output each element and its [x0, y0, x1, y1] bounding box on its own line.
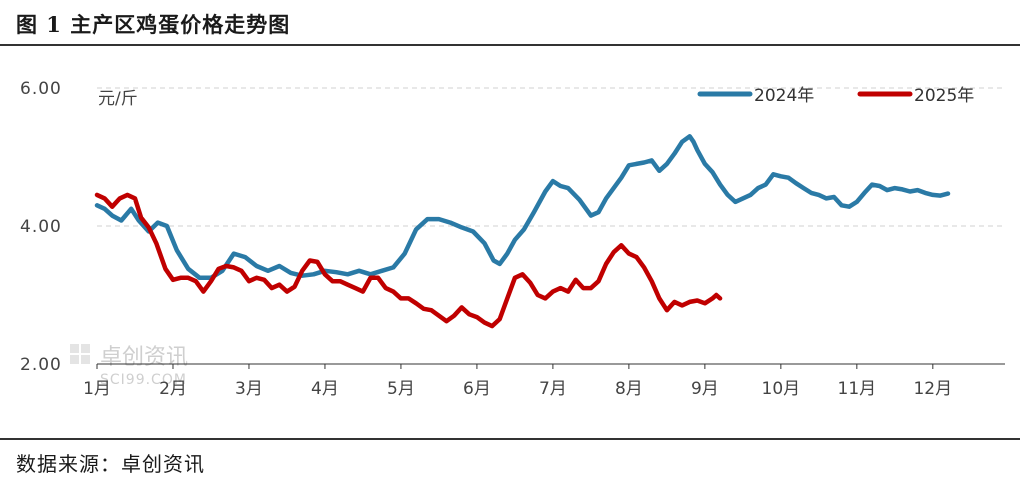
- x-tick-label: 6月: [463, 379, 491, 399]
- legend: 2024年 2025年: [697, 86, 974, 106]
- x-tick-label: 9月: [691, 379, 719, 399]
- footer: 数据来源：卓创资讯: [0, 438, 1020, 483]
- series-line-2025: [94, 192, 723, 329]
- x-tick-label: 7月: [539, 379, 567, 399]
- x-axis: 1月 2月 3月 4月 5月 6月 7月 8月 9月 10月 11月 12月: [83, 363, 1005, 399]
- data-source: 数据来源：卓创资讯: [16, 452, 205, 476]
- title-bar: 图 1 主产区鸡蛋价格走势图: [0, 0, 1020, 46]
- y-tick-label: 2.00: [20, 355, 62, 375]
- series-lines: [94, 134, 951, 329]
- watermark-text: 卓创资讯: [100, 345, 188, 370]
- legend-label: 2024年: [754, 86, 814, 106]
- grid-lines: [97, 87, 1005, 227]
- x-tick-label: 4月: [311, 379, 339, 399]
- y-axis: 6.00 4.00 2.00: [20, 79, 62, 375]
- x-tick-label: 11月: [838, 379, 877, 399]
- y-tick-label: 6.00: [20, 79, 62, 99]
- x-tick-label: 12月: [913, 379, 952, 399]
- x-tick-label: 1月: [83, 379, 111, 399]
- chart-area: 卓创资讯 SCI99.COM 6.00 4.00 2.00 元/斤 1月 2月 3月 4月…: [0, 46, 1020, 438]
- line-chart: 卓创资讯 SCI99.COM 6.00 4.00 2.00 元/斤 1月 2月 3月 4月…: [20, 79, 1005, 399]
- y-tick-label: 4.00: [20, 217, 62, 237]
- watermark-subtext: SCI99.COM: [100, 372, 187, 388]
- x-tick-label: 10月: [762, 379, 801, 399]
- x-tick-label: 2月: [159, 379, 187, 399]
- x-tick-label: 5月: [387, 379, 415, 399]
- series-line-2024: [94, 134, 951, 281]
- y-axis-unit-label: 元/斤: [98, 89, 138, 109]
- x-tick-label: 8月: [615, 379, 643, 399]
- x-tick-label: 3月: [235, 379, 263, 399]
- watermark-logo-icon: [70, 344, 90, 364]
- legend-label: 2025年: [914, 86, 974, 106]
- chart-title: 图 1 主产区鸡蛋价格走势图: [16, 12, 291, 37]
